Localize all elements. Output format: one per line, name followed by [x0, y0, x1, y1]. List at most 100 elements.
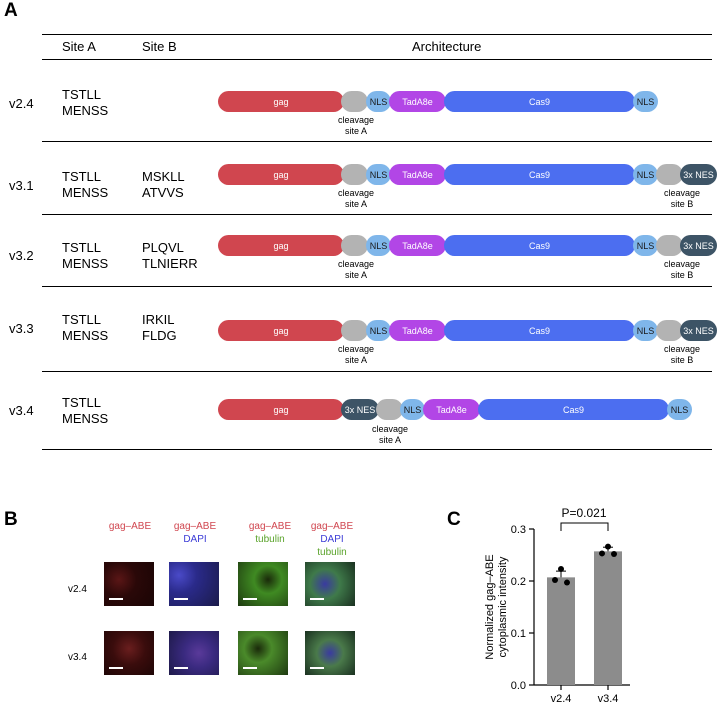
nls-segment: NLS: [366, 91, 391, 112]
tada8e-segment: TadA8e: [423, 399, 480, 420]
x-tick-label: v2.4: [551, 693, 572, 705]
y-tick-label: 0.3: [511, 524, 526, 536]
site-a-sequence: TSTLL MENSS: [62, 169, 109, 200]
cleavage-site-b-segment: [656, 164, 683, 185]
version-label: v3.3: [9, 321, 34, 336]
row-divider: [42, 286, 712, 287]
cas9-segment: Cas9: [444, 91, 635, 112]
nes-segment: 3x NES: [680, 320, 717, 341]
scale-bar: [243, 598, 257, 600]
cleavage-site-a-segment: [341, 91, 368, 112]
table-top-rule: [42, 34, 712, 35]
site-b-header: Site B: [142, 39, 177, 54]
column-label-merge: gag–ABE DAPI tubulin: [310, 521, 354, 558]
significance-bracket: [560, 522, 609, 531]
scale-bar: [310, 598, 324, 600]
micrograph-merge-v2-4: [305, 562, 355, 606]
row-divider: [42, 214, 712, 215]
tada8e-segment: TadA8e: [389, 320, 446, 341]
column-label-gag-abe-tubulin: gag–ABE tubulin: [248, 521, 292, 545]
cas9-segment: Cas9: [444, 164, 635, 185]
nls-segment: NLS: [366, 164, 391, 185]
site-b-sequence: IRKIL FLDG: [142, 312, 177, 343]
micrograph-gag-abe-v3-4: [104, 631, 154, 675]
data-point: [552, 576, 558, 583]
cleavage-site-a-label: cleavage site A: [337, 259, 375, 280]
cleavage-site-b-segment: [656, 320, 683, 341]
row-divider: [42, 371, 712, 372]
bar: [547, 577, 575, 685]
scale-bar: [174, 598, 188, 600]
version-label: v3.4: [9, 403, 34, 418]
gag-segment: gag: [218, 320, 344, 341]
data-point: [599, 550, 605, 557]
site-a-header: Site A: [62, 39, 96, 54]
site-a-sequence: TSTLL MENSS: [62, 312, 109, 343]
scale-bar: [109, 667, 123, 669]
cleavage-site-a-segment: [341, 235, 368, 256]
scale-bar: [310, 667, 324, 669]
scale-bar: [243, 667, 257, 669]
panel-a-label: A: [4, 0, 18, 21]
column-label-gag-abe: gag–ABE: [108, 521, 152, 532]
p-value-annotation: P=0.021: [561, 506, 606, 520]
site-a-sequence: TSTLL MENSS: [62, 87, 109, 118]
y-tick-label: 0.0: [511, 680, 526, 692]
nls-segment: NLS: [366, 235, 391, 256]
tada8e-segment: TadA8e: [389, 235, 446, 256]
micrograph-gag-abe-dapi-v2-4: [169, 562, 219, 606]
data-point: [611, 550, 617, 557]
site-a-sequence: TSTLL MENSS: [62, 395, 109, 426]
header-rule: [42, 59, 712, 60]
nls-segment: NLS: [400, 399, 425, 420]
tada8e-segment: TadA8e: [389, 91, 446, 112]
table-bottom-rule: [42, 449, 712, 450]
y-axis-label: Normalized gag–ABEcytoplasmic intensity: [484, 554, 509, 659]
site-a-sequence: TSTLL MENSS: [62, 240, 109, 271]
cleavage-site-a-label: cleavage site A: [337, 188, 375, 209]
cleavage-site-b-label: cleavage site B: [663, 259, 701, 280]
version-label: v3.1: [9, 178, 34, 193]
nls-segment: NLS: [667, 399, 692, 420]
nes-segment: 3x NES: [680, 235, 717, 256]
bar: [594, 551, 622, 685]
cleavage-site-a-label: cleavage site A: [337, 115, 375, 136]
y-tick-label: 0.2: [511, 576, 526, 588]
gag-segment: gag: [218, 399, 344, 420]
cleavage-site-a-segment: [341, 320, 368, 341]
cleavage-site-a-segment: [376, 399, 403, 420]
cleavage-site-a-label: cleavage site A: [337, 344, 375, 365]
cleavage-site-b-label: cleavage site B: [663, 188, 701, 209]
nls-segment: NLS: [366, 320, 391, 341]
micrograph-gag-abe-tubulin-v2-4: [238, 562, 288, 606]
nes-segment: 3x NES: [341, 399, 379, 420]
data-point: [564, 579, 570, 586]
gag-segment: gag: [218, 235, 344, 256]
micrograph-gag-abe-tubulin-v3-4: [238, 631, 288, 675]
cas9-segment: Cas9: [444, 235, 635, 256]
scale-bar: [174, 667, 188, 669]
micrograph-merge-v3-4: [305, 631, 355, 675]
architecture-header: Architecture: [412, 39, 482, 54]
nls-segment: NLS: [633, 235, 658, 256]
gag-segment: gag: [218, 91, 344, 112]
nls-segment: NLS: [633, 320, 658, 341]
panel-b-label: B: [4, 509, 18, 530]
column-label-gag-abe-dapi: gag–ABE DAPI: [173, 521, 217, 545]
data-point: [558, 566, 564, 573]
cleavage-site-a-segment: [341, 164, 368, 185]
panel-c-label: C: [447, 509, 461, 530]
version-label: v2.4: [9, 96, 34, 111]
micrograph-gag-abe-v2-4: [104, 562, 154, 606]
scale-bar: [109, 598, 123, 600]
cleavage-site-a-label: cleavage site A: [371, 424, 409, 445]
nls-segment: NLS: [633, 91, 658, 112]
site-b-sequence: MSKLL ATVVS: [142, 169, 185, 200]
row-label-v2-4: v2.4: [68, 584, 87, 595]
nls-segment: NLS: [633, 164, 658, 185]
cleavage-site-b-label: cleavage site B: [663, 344, 701, 365]
cas9-segment: Cas9: [444, 320, 635, 341]
version-label: v3.2: [9, 248, 34, 263]
nes-segment: 3x NES: [680, 164, 717, 185]
x-tick-label: v3.4: [598, 693, 619, 705]
